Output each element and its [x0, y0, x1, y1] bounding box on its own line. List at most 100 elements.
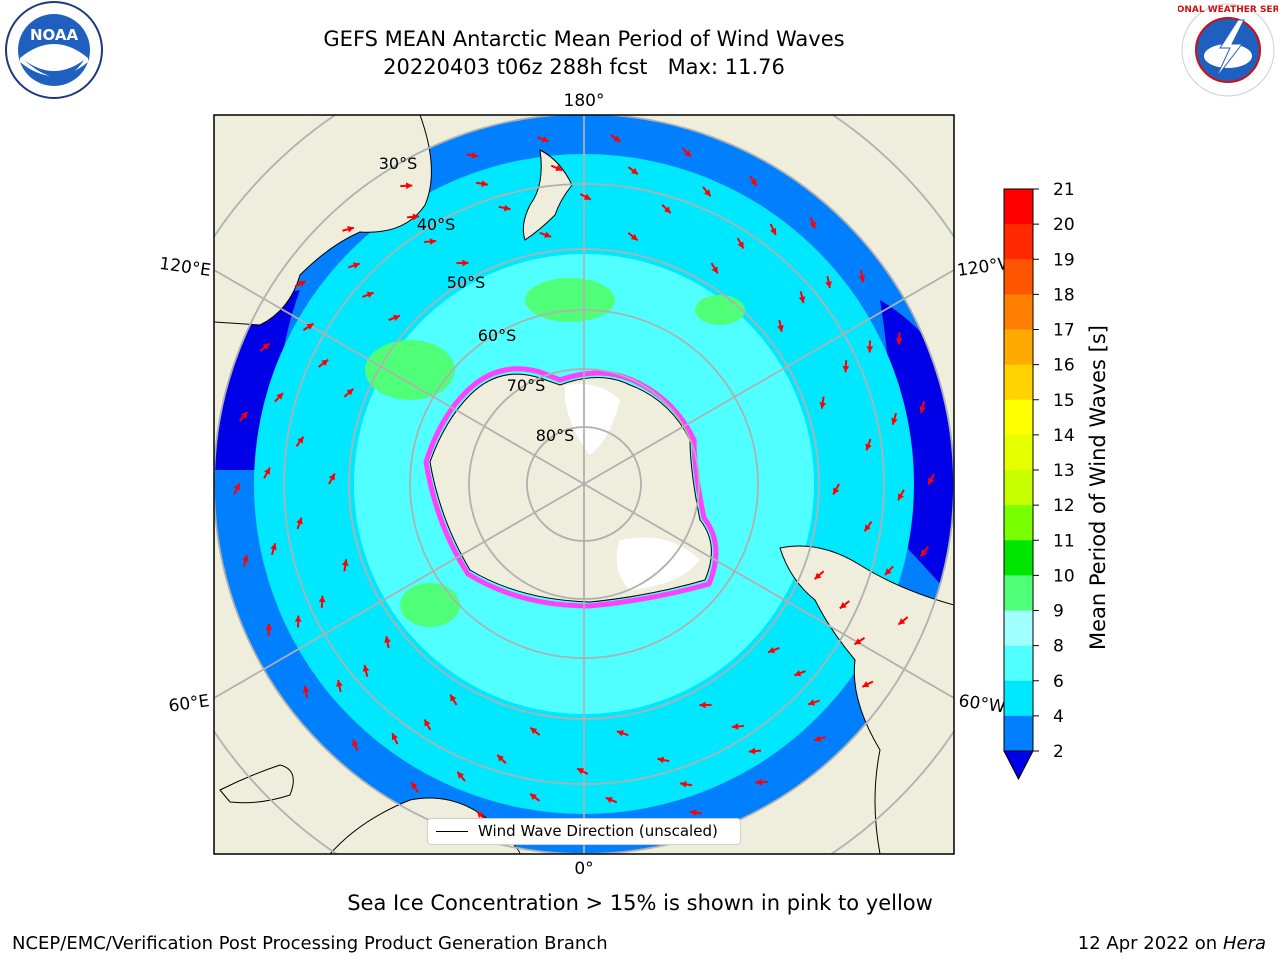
colorbar-segment: [1004, 259, 1033, 295]
wind-wave-arrowhead: [663, 206, 671, 214]
wind-wave-arrowhead: [366, 291, 374, 298]
colorbar-segment: [1004, 645, 1033, 682]
map-legend: Wind Wave Direction (unscaled): [427, 818, 741, 845]
colorbar: 21 20 19 18 17 16 15 14 13 12 11 10 9 8 6 4 2: [1003, 180, 1075, 781]
wind-wave-arrowhead: [928, 477, 935, 485]
wind-wave-arrowhead: [630, 233, 638, 241]
wind-wave-arrowhead: [862, 681, 870, 688]
colorbar-tick-label: 9: [1053, 602, 1064, 622]
wind-wave-arrowhead: [347, 226, 354, 233]
colorbar-segment: [1004, 434, 1033, 471]
wind-wave-arrowhead: [919, 406, 926, 413]
wind-wave-arrowhead: [276, 393, 284, 400]
legend-label: Wind Wave Direction (unscaled): [478, 822, 718, 840]
noaa-logo-text: NOAA: [30, 26, 79, 44]
wind-wave-arrowhead: [583, 193, 591, 200]
colorbar-segment: [1004, 575, 1033, 611]
wind-wave-arrowhead: [895, 338, 903, 345]
wind-wave-arrowhead: [481, 180, 488, 187]
wind-wave-arrowhead: [858, 275, 866, 283]
graticule: [214, 115, 954, 854]
colorbar-tick-label: 12: [1053, 496, 1075, 516]
wind-wave-arrowhead: [318, 595, 326, 603]
lat-label: 80°S: [536, 426, 575, 445]
wind-wave-arrowhead: [264, 467, 270, 475]
south-america-landmass: [779, 545, 954, 854]
wind-wave-arrowhead: [405, 182, 413, 190]
australia-landmass: [214, 115, 432, 326]
wind-wave-arrowhead: [891, 417, 898, 425]
colorbar-tick-label: 6: [1053, 672, 1064, 692]
wind-wave-arrowhead: [544, 231, 552, 238]
wind-wave-arrowhead: [898, 493, 904, 501]
wind-wave-arrowhead: [352, 262, 360, 269]
wind-wave-arrowhead: [577, 768, 585, 775]
colorbar-tick-label: 16: [1053, 356, 1075, 376]
colorbar-tick-label: 11: [1053, 531, 1075, 551]
wind-wave-arrowhead: [825, 281, 832, 288]
wind-wave-arrowhead: [391, 733, 398, 741]
wind-wave-arrowhead: [768, 646, 776, 654]
date-text: 12 Apr 2022 on: [1077, 933, 1223, 954]
colorbar-tick-label: 13: [1053, 461, 1075, 481]
wind-wave-arrowhead: [302, 685, 310, 693]
wind-wave-arrowhead: [424, 719, 431, 727]
wind-wave-arrowhead: [731, 723, 739, 730]
wind-wave-arrowhead: [689, 809, 697, 817]
wind-wave-arrowhead: [684, 149, 691, 157]
lon-label-120e: 120°E: [158, 254, 212, 281]
wind-wave-arrowhead: [699, 701, 706, 709]
colorbar-segment: [1004, 329, 1033, 366]
credit-line: NCEP/EMC/Verification Post Processing Pr…: [12, 933, 608, 954]
wind-wave-arrowhead: [477, 811, 484, 819]
colorbar-segment: [1004, 189, 1033, 225]
colorbar-label: Mean Period of Wind Waves [s]: [1086, 325, 1110, 650]
wind-wave-arrowhead: [457, 771, 464, 779]
wind-wave-arrowhead: [616, 730, 624, 737]
ice-shelf: [616, 537, 700, 590]
wind-wave-arrowhead: [541, 136, 549, 143]
colorbar-tick-label: 8: [1053, 637, 1064, 657]
wind-wave-arrowhead: [750, 179, 757, 187]
ice-shelf: [565, 384, 620, 455]
wind-wave-arrowhead: [737, 241, 744, 249]
wind-wave-arrowhead: [777, 325, 784, 332]
wind-wave-arrowhead: [794, 670, 802, 677]
wind-wave-arrowhead: [555, 164, 563, 172]
wind-wave-arrowhead: [748, 747, 756, 755]
colorbar-tick-label: 21: [1053, 180, 1075, 200]
wind-wave-arrowhead: [631, 167, 639, 175]
lon-label-180: 180°: [564, 91, 605, 111]
lon-label-0: 0°: [574, 859, 593, 879]
colorbar-segment: [1004, 540, 1033, 576]
wind-wave-arrows: [233, 134, 935, 834]
wind-wave-arrowhead: [328, 473, 335, 481]
colorbar-segment: [1004, 470, 1033, 506]
wind-wave-arrowhead: [503, 204, 511, 212]
wind-wave-arrowhead: [306, 323, 314, 330]
wind-wave-arrowhead: [411, 781, 418, 789]
wind-wave-arrowhead: [298, 280, 306, 287]
lat-label: 50°S: [447, 273, 486, 292]
wind-wave-arrowhead: [865, 443, 872, 451]
wind-wave-arrowhead: [866, 346, 874, 353]
wind-wave-arrowhead: [497, 754, 505, 762]
sea-ice-edge: [423, 366, 719, 609]
wind-wave-arrowhead: [346, 388, 354, 396]
colorbar-extend-arrow: [1003, 750, 1034, 781]
wind-wave-arrowhead: [854, 638, 862, 645]
wind-wave-arrowhead: [384, 636, 391, 643]
colorbar-tick-label: 15: [1053, 391, 1075, 411]
colorbar-tick-label: 4: [1053, 707, 1064, 727]
wind-wave-arrowhead: [704, 189, 711, 197]
colorbar-segment: [1004, 715, 1033, 752]
wind-wave-arrowhead: [450, 694, 457, 702]
wind-wave-arrowhead: [809, 221, 816, 229]
wind-wave-arrowhead: [352, 739, 359, 747]
lat-label: 60°S: [478, 326, 517, 345]
lat-label: 30°S: [379, 154, 418, 173]
wind-wave-arrowhead: [265, 623, 273, 630]
host-name: Hera: [1222, 933, 1266, 954]
wind-wave-arrowhead: [680, 781, 687, 788]
wind-wave-arrowhead: [362, 665, 370, 672]
